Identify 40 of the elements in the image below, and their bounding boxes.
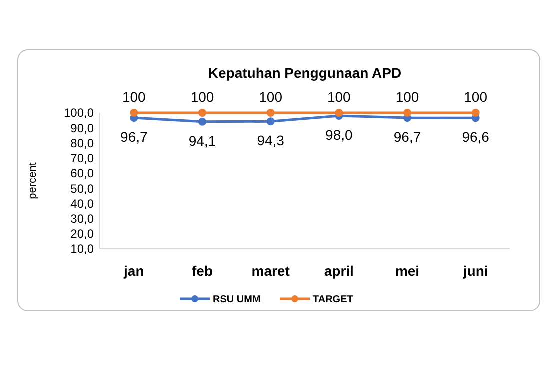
data-label: 96,7 xyxy=(394,128,422,145)
data-label: 100 xyxy=(122,89,146,105)
x-tick-label: april xyxy=(324,263,354,279)
data-label: 94,3 xyxy=(257,132,285,149)
x-tick-label: feb xyxy=(192,263,213,279)
x-tick-label: jan xyxy=(123,263,144,279)
x-tick-label: maret xyxy=(252,263,290,279)
data-label: 100 xyxy=(190,89,214,105)
y-tick-label: 70,0 xyxy=(70,152,94,166)
data-label: 100 xyxy=(259,89,283,105)
data-label: 96,7 xyxy=(120,128,148,145)
y-axis-title: percent xyxy=(27,162,39,200)
data-label: 100 xyxy=(464,89,488,105)
y-tick-label: 100,0 xyxy=(64,106,94,120)
y-tick-label: 10,0 xyxy=(70,242,94,256)
point xyxy=(130,109,138,117)
y-tick-label: 50,0 xyxy=(70,182,94,196)
point xyxy=(472,109,480,117)
point xyxy=(266,118,275,126)
point xyxy=(266,109,275,117)
y-tick-label: 80,0 xyxy=(70,136,94,150)
data-label: 100 xyxy=(396,89,420,105)
data-label: 100 xyxy=(327,89,352,105)
chart-title: Kepatuhan Penggunaan APD xyxy=(208,65,402,81)
y-tick-label: 20,0 xyxy=(70,227,94,242)
x-tick-label: mei xyxy=(395,263,420,279)
y-tick-label: 30,0 xyxy=(70,212,94,226)
point xyxy=(198,118,206,126)
data-label: 94,1 xyxy=(188,132,216,149)
legend-label: RSU UMM xyxy=(213,294,261,306)
x-tick-label: juni xyxy=(462,263,488,279)
data-label: 96,6 xyxy=(462,129,490,146)
point xyxy=(198,109,206,117)
data-label: 98,0 xyxy=(326,127,354,144)
point xyxy=(404,109,412,117)
legend-label: TARGET xyxy=(313,294,354,306)
y-tick-label: 60,0 xyxy=(70,166,94,181)
point xyxy=(335,109,344,117)
y-tick-label: 90,0 xyxy=(70,121,94,136)
y-tick-label: 40,0 xyxy=(70,196,94,211)
